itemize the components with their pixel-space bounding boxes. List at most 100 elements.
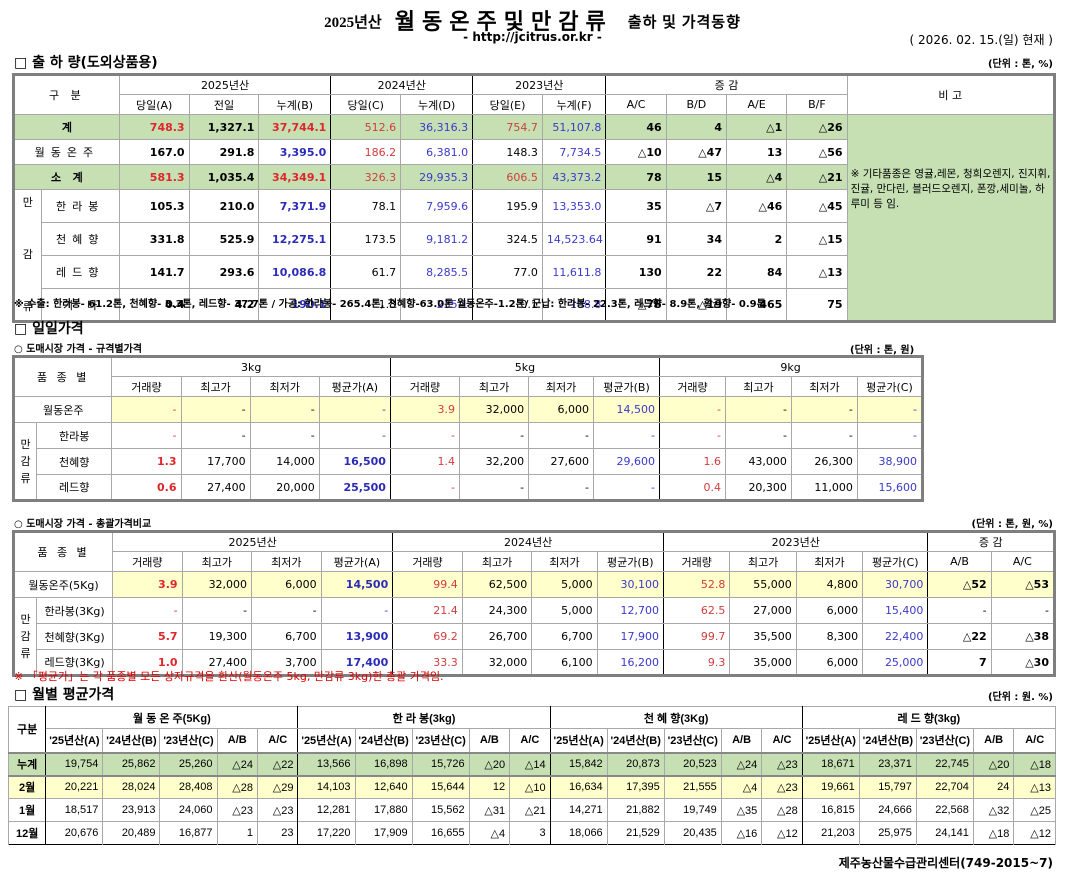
cell: △19 <box>665 288 727 322</box>
hdr-sub: 최고가 <box>729 551 797 572</box>
group-char: 감 <box>22 248 33 261</box>
cell: - <box>659 396 726 423</box>
cell: △4 <box>720 775 763 799</box>
cell: 75 <box>786 288 848 322</box>
cell: - <box>112 597 183 624</box>
cell: △7 <box>665 189 727 223</box>
cell: 291.8 <box>188 139 260 165</box>
cell: 26,700 <box>461 623 533 650</box>
cell: - <box>990 597 1056 624</box>
cell: 1.6 <box>659 448 726 475</box>
cell: 25,260 <box>159 752 218 776</box>
cell: - <box>318 396 391 423</box>
hdr-sub: 최저가 <box>795 551 864 572</box>
cell: 12,275.1 <box>258 222 332 256</box>
cell: - <box>249 396 320 423</box>
cell: 21,555 <box>663 775 722 799</box>
cell: 15 <box>665 164 727 190</box>
cell: 16,655 <box>411 821 470 845</box>
hdr-sub: 평균가(A) <box>320 551 394 572</box>
table-row: 월동온주 - - - - 3.9 32,000 6,000 14,500 - -… <box>12 396 924 423</box>
cell: - <box>593 474 661 501</box>
cell: - <box>528 474 595 501</box>
hdr-sub: '23년산(C) <box>663 728 722 753</box>
cell: - <box>724 422 792 449</box>
table-row: 1월 18,517 23,913 24,060 △23 △23 12,281 17,880… <box>7 798 1056 822</box>
hdr-sub: 최고가 <box>461 551 533 572</box>
cell: 606.5 <box>472 164 543 190</box>
as-of-date: ( 2026. 02. 15.(일) 현재 ) <box>909 33 1053 47</box>
group-char: 감 <box>20 629 31 643</box>
row-label: 1월 <box>7 798 47 822</box>
cell: 512.6 <box>330 114 402 140</box>
footer-org: 제주농산물수급관리센터(749-2015~7) <box>838 856 1053 870</box>
cell: 331.8 <box>118 222 190 256</box>
hdr-sub: '24년산(B) <box>606 728 665 753</box>
cell: 7 <box>927 649 992 676</box>
hdr-category: 구 분 <box>13 74 120 115</box>
cell: △29 <box>256 775 299 799</box>
cell: 17,400 <box>320 649 394 676</box>
shipment-section-title: □ 출 하 량(도외상품용) <box>14 55 158 71</box>
cell: 27,600 <box>528 448 595 475</box>
hdr-sub: A/C <box>509 728 551 753</box>
row-label: 레드향(3Kg) <box>36 649 114 676</box>
hdr-sub: 최저가 <box>528 376 595 397</box>
cell: 12 <box>468 775 511 799</box>
cell: 1 <box>216 821 258 845</box>
cell: 108.8 <box>541 288 607 322</box>
daily-section-title: □ 일일가격 <box>14 321 84 337</box>
hdr-sub: 당일(E) <box>472 94 543 115</box>
cell: 77.0 <box>472 255 543 289</box>
cell: 6,000 <box>795 597 864 624</box>
cell: 4,800 <box>795 571 864 598</box>
cell: 61.7 <box>330 255 402 289</box>
cell: 46 <box>605 114 667 140</box>
table-row: 2월 20,221 28,024 28,408 △28 △29 14,103 12,640… <box>7 775 1056 799</box>
row-label: 한라봉(3Kg) <box>36 597 114 624</box>
cell: △16 <box>720 821 763 845</box>
cell: 78.1 <box>330 189 402 223</box>
cell: 18,671 <box>801 752 860 776</box>
title-main: 월동온주및만감류 <box>394 10 613 35</box>
hdr-sub: 누계(F) <box>541 94 607 115</box>
hdr-sub: A/B <box>720 728 763 753</box>
cell: - <box>790 396 858 423</box>
cell: 43,373.2 <box>541 164 607 190</box>
group-char: 류 <box>22 300 33 313</box>
hdr-sub: '23년산(C) <box>411 728 470 753</box>
cell: 293.6 <box>188 255 260 289</box>
cell: 51,107.8 <box>541 114 607 140</box>
row-label: 월동온주(5Kg) <box>12 571 114 598</box>
cell: △45 <box>786 189 848 223</box>
cell: 20,489 <box>102 821 161 845</box>
cell: - <box>927 597 992 624</box>
overall-footnote: ※ 「평균가」는 각 품종별 모든 상자규격을 환산(월동온주 5kg, 만감류… <box>14 670 444 683</box>
cell: - <box>180 396 251 423</box>
cell: 20,676 <box>45 821 104 845</box>
cell: 52.8 <box>662 571 731 598</box>
group-char: 만 <box>20 437 31 451</box>
cell: 14,500 <box>320 571 394 598</box>
cell: △10 <box>605 139 667 165</box>
hdr-sub: 최고가 <box>180 376 251 397</box>
hdr-sub: 거래량 <box>112 551 183 572</box>
group-label-mangamryu: 만 감 류 <box>12 597 38 676</box>
cell: 12,281 <box>297 798 356 822</box>
site-url[interactable]: - http://jcitrus.or.kr - <box>463 30 602 44</box>
group-char: 감 <box>20 454 31 468</box>
row-label: 월동온주 <box>13 139 120 165</box>
hdr-sub: 최저가 <box>251 551 322 572</box>
cell: 0.6 <box>111 474 182 501</box>
hdr-sub: A/E <box>725 94 788 115</box>
hdr-variety: 품 종 별 <box>12 356 113 397</box>
cell: - <box>181 597 253 624</box>
cell: △22 <box>256 752 299 776</box>
table-row: 레드향(3Kg) 1.0 27,400 3,700 17,400 33.3 32… <box>14 649 1056 676</box>
cell: 29,935.3 <box>400 164 474 190</box>
cell: - <box>593 422 661 449</box>
group-char: 만 <box>22 196 33 209</box>
cell: △35 <box>720 798 763 822</box>
cell: 18,517 <box>45 798 104 822</box>
row-label: 천혜향(3Kg) <box>36 623 114 650</box>
